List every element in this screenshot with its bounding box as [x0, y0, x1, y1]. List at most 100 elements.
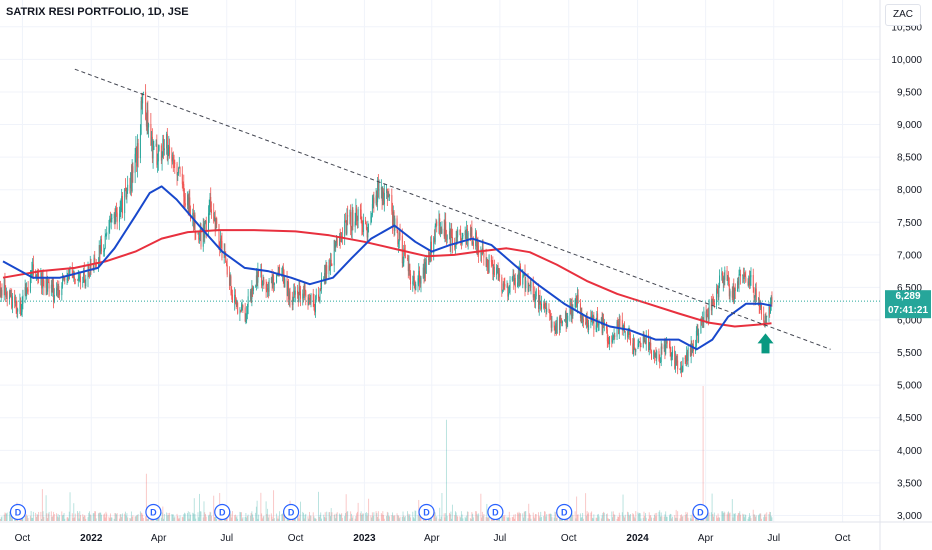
candle-body: [603, 318, 605, 326]
candle-body: [734, 287, 736, 292]
volume-bar: [737, 515, 738, 521]
volume-bar: [502, 513, 504, 521]
candle-body: [118, 213, 120, 222]
volume-bar: [682, 515, 684, 521]
candle-body: [581, 315, 583, 320]
x-tick-label: Jul: [767, 533, 780, 544]
volume-bar: [656, 512, 658, 521]
volume-bar: [77, 512, 79, 521]
candle-body: [533, 294, 535, 298]
candle-body: [297, 290, 299, 295]
candle-body: [240, 307, 242, 311]
candle-body: [436, 221, 438, 226]
y-tick-label: 6,000: [897, 316, 922, 327]
candle-body: [535, 296, 536, 302]
volume-bar: [591, 517, 593, 521]
candle-body: [19, 301, 21, 309]
candle-body: [72, 273, 74, 278]
volume-bar: [237, 518, 239, 521]
volume-bar: [455, 512, 457, 521]
candle-body: [410, 273, 412, 285]
candle-body: [389, 195, 391, 196]
candle-body: [476, 245, 478, 247]
volume-bar: [68, 511, 70, 521]
volume-bar: [119, 514, 121, 521]
candle-body: [268, 280, 270, 292]
candle-body: [371, 203, 373, 216]
volume-bar: [396, 513, 398, 521]
candle-body: [130, 173, 132, 189]
volume-bar: [382, 511, 384, 521]
candle-body: [3, 279, 5, 296]
candle-body: [179, 167, 181, 174]
candle-body: [409, 263, 411, 274]
candle-body: [422, 267, 424, 278]
candle-body: [130, 173, 132, 192]
volume-bar: [721, 511, 723, 521]
volume-bar: [403, 515, 405, 521]
volume-bar: [722, 513, 724, 521]
volume-bar: [434, 511, 435, 521]
volume-bar: [273, 490, 275, 521]
volume-bar: [590, 512, 592, 521]
volume-bar: [35, 517, 37, 521]
volume-bar: [252, 514, 254, 521]
candle-body: [649, 342, 651, 346]
candle-body: [556, 317, 558, 334]
candle-body: [50, 284, 52, 289]
volume-bar: [664, 514, 666, 521]
candle-body: [551, 321, 553, 328]
volume-bar: [588, 512, 590, 521]
candle-body: [176, 163, 178, 176]
candle-body: [291, 299, 293, 306]
candle-body: [209, 197, 211, 208]
candle-body: [168, 146, 170, 149]
volume-bar: [645, 513, 646, 521]
volume-bar: [712, 513, 714, 521]
volume-bar: [612, 511, 614, 521]
volume-bar: [30, 511, 32, 521]
volume-bar: [366, 515, 368, 521]
candle-body: [208, 213, 209, 231]
candle-body: [561, 320, 563, 324]
volume-bar: [136, 515, 138, 521]
currency-selector[interactable]: ZAC: [885, 4, 921, 26]
volume-bar: [35, 512, 37, 521]
volume-bar: [413, 517, 414, 521]
candle-body: [454, 244, 456, 248]
volume-bar: [282, 513, 284, 521]
candle-body: [265, 284, 267, 290]
volume-bar: [606, 513, 608, 521]
candle-body: [273, 282, 275, 285]
volume-bar: [239, 511, 241, 521]
candle-body: [262, 279, 264, 285]
candle-body: [35, 274, 37, 278]
volume-bar: [368, 498, 370, 521]
volume-bar: [377, 516, 379, 521]
volume-bar: [760, 513, 762, 521]
volume-bar: [478, 513, 480, 521]
volume-bar: [719, 517, 721, 521]
volume-bar: [47, 518, 49, 521]
candle-body: [703, 311, 705, 321]
volume-bar: [244, 517, 246, 521]
volume-bar: [722, 511, 724, 521]
moving-average-fast-line: [2, 185, 772, 351]
candle-body: [648, 334, 649, 351]
candle-body: [41, 276, 43, 289]
candle-body: [418, 270, 420, 279]
volume-bar: [8, 511, 10, 521]
volume-bar: [446, 515, 448, 521]
volume-bar: [211, 515, 212, 521]
candle-body: [375, 195, 377, 204]
volume-bar: [335, 518, 337, 521]
volume-bar: [687, 517, 689, 521]
candle-body: [632, 343, 634, 354]
candle-body: [612, 336, 614, 338]
candle-body: [397, 230, 399, 245]
volume-bar: [276, 513, 278, 521]
candle-body: [708, 300, 710, 319]
volume-bar: [577, 514, 579, 521]
x-tick-label: Apr: [424, 533, 440, 544]
